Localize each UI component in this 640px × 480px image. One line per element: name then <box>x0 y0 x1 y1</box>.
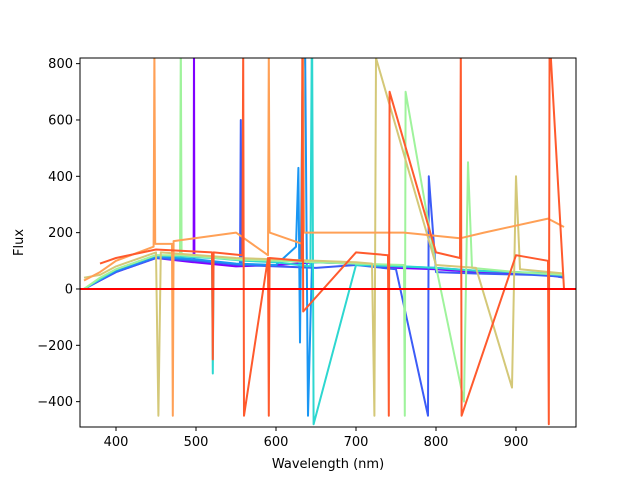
plot-background <box>80 58 576 427</box>
x-tick-label: 500 <box>184 435 209 450</box>
x-tick-label: 900 <box>504 435 529 450</box>
x-axis-ticks: 400 500 600 700 800 900 <box>104 427 529 450</box>
x-tick-label: 700 <box>344 435 369 450</box>
y-tick-label: 800 <box>48 57 73 72</box>
series-layer <box>83 58 565 426</box>
y-tick-label: 0 <box>65 282 73 297</box>
y-tick-label: 600 <box>48 113 73 128</box>
y-tick-label: −200 <box>37 339 73 354</box>
y-axis-ticks: −400 −200 0 200 400 600 800 <box>37 57 80 410</box>
spectrum-series-6 <box>83 58 565 417</box>
y-tick-label: 400 <box>48 170 73 185</box>
y-tick-label: 200 <box>48 226 73 241</box>
y-tick-label: −400 <box>37 395 73 410</box>
plot-frame <box>79 57 577 428</box>
spectrum-series-8 <box>99 58 565 426</box>
x-tick-label: 800 <box>424 435 449 450</box>
x-tick-label: 400 <box>104 435 129 450</box>
x-tick-label: 600 <box>264 435 289 450</box>
plot-area <box>80 58 576 427</box>
y-axis-label: Flux <box>12 229 27 256</box>
x-axis-label: Wavelength (nm) <box>272 457 384 472</box>
